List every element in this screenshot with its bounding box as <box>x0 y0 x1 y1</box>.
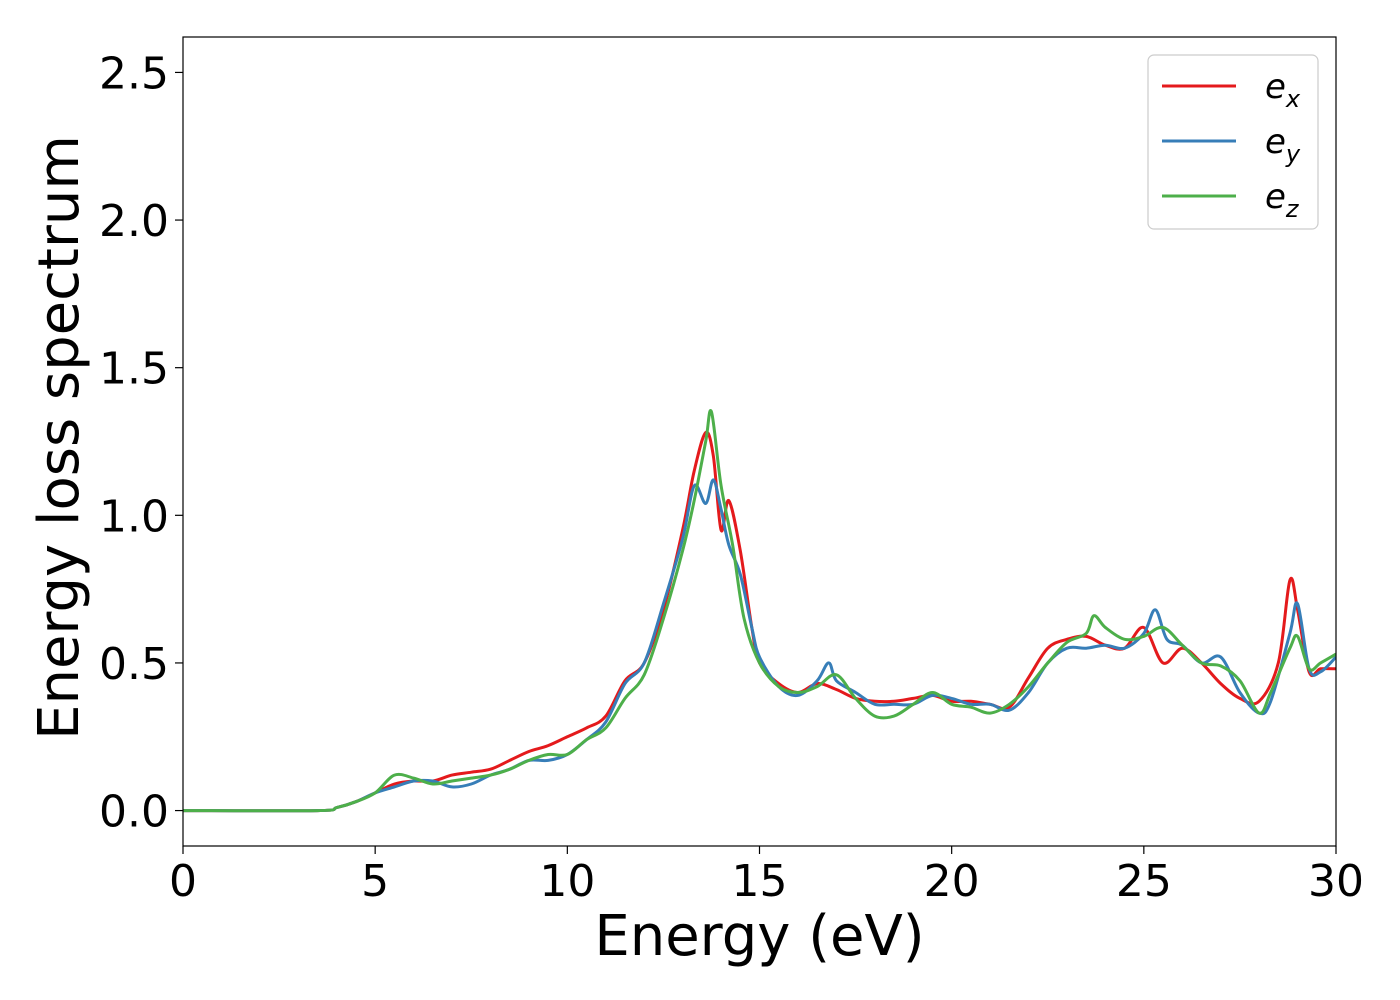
x-axis-title: Energy (eV) <box>594 904 924 969</box>
x-tick-label: 0 <box>169 856 197 907</box>
y-tick-label: 1.5 <box>99 344 169 395</box>
x-tick-label: 15 <box>732 856 788 907</box>
x-tick-label: 5 <box>361 856 389 907</box>
legend-label-y: ey <box>1265 122 1301 168</box>
y-tick-label: 1.0 <box>99 491 169 542</box>
y-tick-label: 2.5 <box>99 48 169 99</box>
y-tick-label: 2.0 <box>99 196 169 247</box>
legend-label-base: e <box>1265 67 1286 107</box>
legend-label-subscript: x <box>1285 85 1301 113</box>
series-line-x <box>183 430 1336 813</box>
legend-label-z: ez <box>1265 177 1300 223</box>
series-layer <box>183 409 1336 813</box>
legend-label-base: e <box>1265 122 1286 162</box>
series-line-z <box>183 409 1336 813</box>
y-tick-label: 0.0 <box>99 787 169 838</box>
x-tick-label: 20 <box>924 856 980 907</box>
x-tick-label: 30 <box>1308 856 1364 907</box>
legend-label-subscript: y <box>1285 140 1301 168</box>
series-line-y <box>183 478 1336 813</box>
axes-layer: 0 5 10 15 20 25 30 0.0 0.5 1.0 1.5 2.0 2.5 <box>99 36 1364 907</box>
y-tick-label: 0.5 <box>99 639 169 690</box>
y-axis-title: Energy loss spectrum <box>27 135 92 740</box>
x-tick-label: 10 <box>539 856 595 907</box>
legend-label-subscript: z <box>1285 195 1300 223</box>
legend-label-base: e <box>1265 177 1286 217</box>
legend-label-x: ex <box>1265 67 1301 113</box>
x-tick-label: 25 <box>1116 856 1172 907</box>
